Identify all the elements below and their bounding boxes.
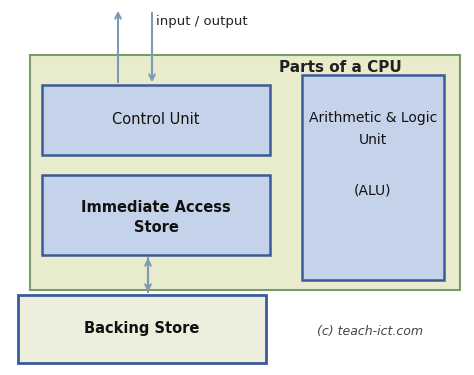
Text: Parts of a CPU: Parts of a CPU — [279, 60, 401, 75]
FancyBboxPatch shape — [42, 85, 270, 155]
Text: Backing Store: Backing Store — [84, 321, 200, 336]
FancyBboxPatch shape — [30, 55, 460, 290]
Text: Unit: Unit — [359, 133, 387, 147]
FancyBboxPatch shape — [18, 295, 266, 363]
Text: input / output: input / output — [156, 15, 247, 28]
Text: (c) teach-ict.com: (c) teach-ict.com — [317, 326, 423, 339]
FancyBboxPatch shape — [42, 175, 270, 255]
FancyBboxPatch shape — [302, 75, 444, 280]
Text: Control Unit: Control Unit — [112, 112, 200, 128]
Text: Store: Store — [134, 220, 178, 236]
Text: Immediate Access: Immediate Access — [81, 200, 231, 214]
Text: (ALU): (ALU) — [354, 183, 392, 197]
Text: Arithmetic & Logic: Arithmetic & Logic — [309, 111, 437, 125]
